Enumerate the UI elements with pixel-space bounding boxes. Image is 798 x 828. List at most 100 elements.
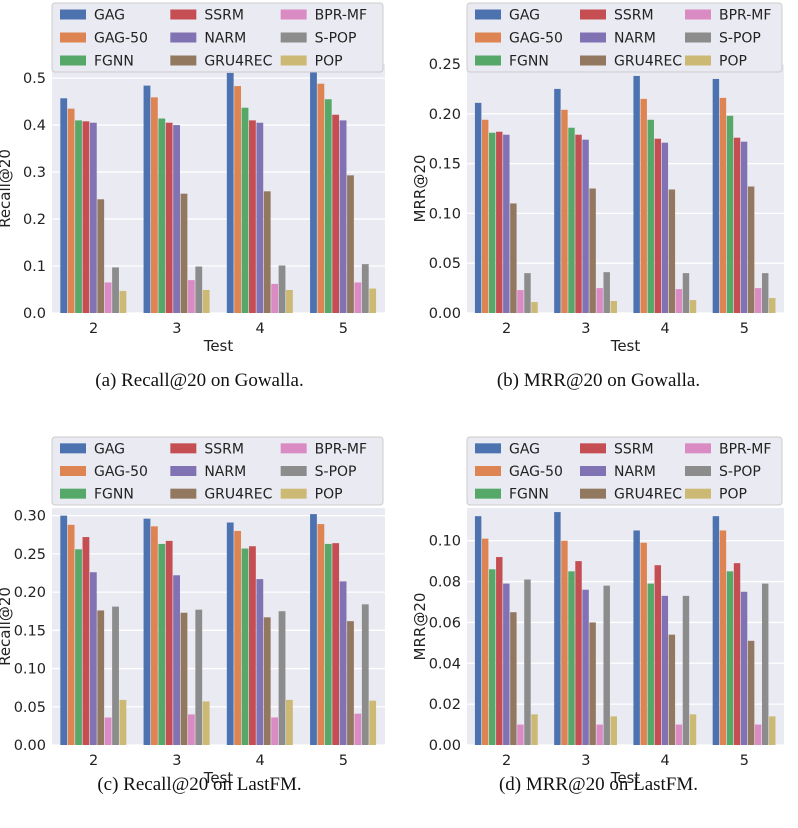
bar-gag-4 [633, 530, 640, 745]
bar-fgnn-5 [726, 571, 734, 745]
bar-pop-4 [689, 714, 697, 745]
y-axis-label: Recall@20 [0, 587, 14, 666]
legend [466, 2, 783, 73]
chart-mrr-gowalla: 0.00 0.05 0.10 0.15 0.20 0.25 2 3 4 5 Test MRR@20 GA… [411, 2, 784, 355]
panel-recall-gowalla: 0.0 0.1 0.2 0.3 0.4 0.5 2 3 4 5 Test Recall@20 GAG GA… [0, 0, 399, 414]
bar-gag-2 [60, 515, 68, 745]
legend-swatch-ssrm [580, 443, 606, 454]
y-tick-label: 0.0 [23, 306, 46, 322]
bar-bpr-mf-5 [354, 713, 362, 745]
bar-bpr-mf-4 [271, 717, 279, 745]
bar-gru4rec-5 [347, 175, 354, 313]
x-tick-label: 5 [339, 321, 348, 337]
legend-swatch-gag [475, 443, 501, 454]
bar-gru4rec-2 [97, 199, 105, 313]
bar-narm-2 [503, 583, 510, 745]
legend-label: NARM [614, 464, 656, 480]
bar-s-pop-3 [603, 585, 610, 745]
bar-ssrm-4 [249, 120, 256, 314]
bar-ssrm-4 [654, 565, 662, 745]
legend-label: SSRM [204, 8, 244, 24]
bar-gag-4 [226, 72, 234, 313]
legend-label: SSRM [204, 441, 244, 457]
bar-narm-5 [740, 591, 748, 745]
bar-ssrm-4 [249, 546, 256, 745]
bar-pop-3 [202, 701, 210, 745]
y-tick-label: 0.1 [23, 259, 46, 275]
bar-gag-2 [474, 516, 482, 745]
bar-pop-5 [369, 700, 377, 745]
x-tick-label: 4 [661, 321, 670, 337]
bar-ssrm-3 [165, 122, 173, 314]
bar-pop-4 [689, 300, 697, 313]
legend-swatch-s-pop [685, 32, 711, 43]
legend-swatch-pop [685, 55, 711, 66]
legend-swatch-gag [60, 443, 86, 454]
bar-bpr-mf-5 [354, 282, 362, 313]
panel-mrr-gowalla: 0.00 0.05 0.10 0.15 0.20 0.25 2 3 4 5 Test MRR@20 GA… [399, 0, 798, 414]
x-axis-label: Test [610, 337, 641, 355]
bar-bpr-mf-2 [104, 717, 112, 745]
y-tick-label: 0.10 [429, 534, 461, 550]
legend-label: BPR-MF [719, 8, 771, 24]
x-tick-label: 2 [502, 321, 511, 337]
bar-fgnn-2 [75, 549, 82, 745]
x-tick-label: 5 [740, 753, 749, 769]
bar-gag-50-5 [317, 83, 325, 313]
bar-bpr-mf-3 [596, 724, 603, 745]
bar-gru4rec-4 [263, 191, 271, 313]
panel-mrr-lastfm: 0.00 0.02 0.04 0.06 0.08 0.10 2 3 4 5 Test MRR@20 GA… [399, 414, 798, 828]
bar-gag-5 [310, 71, 317, 314]
bar-fgnn-4 [647, 119, 654, 313]
y-tick-label: 0.10 [14, 662, 46, 678]
bar-gru4rec-3 [180, 612, 188, 745]
bar-fgnn-5 [726, 115, 734, 314]
legend-swatch-bpr-mf [685, 9, 711, 20]
bar-gag-50-5 [317, 524, 325, 745]
x-tick-label: 2 [502, 753, 511, 769]
bar-pop-3 [202, 289, 210, 313]
bar-narm-5 [339, 120, 347, 314]
legend-swatch-pop [280, 55, 307, 66]
bar-s-pop-2 [112, 606, 119, 745]
bar-s-pop-5 [761, 583, 769, 745]
legend-swatch-gag-50 [60, 32, 86, 43]
x-tick-label: 3 [581, 753, 590, 769]
legend-swatch-bpr-mf [280, 443, 307, 454]
bar-gru4rec-3 [589, 188, 596, 313]
bar-narm-2 [89, 572, 97, 745]
bar-gag-50-4 [640, 542, 647, 745]
caption-recall-lastfm: (c) Recall@20 on LastFM. [97, 774, 302, 795]
bar-bpr-mf-3 [596, 288, 603, 313]
bar-gag-5 [712, 516, 720, 745]
bar-gag-3 [143, 518, 151, 745]
caption-recall-gowalla: (a) Recall@20 on Gowalla. [95, 370, 304, 391]
bar-narm-4 [661, 595, 669, 745]
bar-gru4rec-2 [97, 610, 105, 745]
legend-swatch-ssrm [170, 9, 197, 20]
legend-swatch-bpr-mf [685, 443, 711, 454]
legend-swatch-pop [280, 488, 307, 499]
legend-swatch-gru4rec [580, 55, 606, 66]
legend-swatch-fgnn [475, 488, 501, 499]
bar-fgnn-5 [324, 99, 332, 314]
bar-s-pop-3 [195, 609, 203, 745]
legend-swatch-fgnn [60, 488, 86, 499]
legend-label: NARM [204, 464, 246, 480]
legend-swatch-fgnn [475, 55, 501, 66]
bar-ssrm-5 [733, 137, 741, 313]
bar-narm-4 [256, 122, 264, 314]
y-tick-label: 0.20 [14, 585, 46, 601]
legend-label: POP [315, 54, 343, 70]
legend-label: GRU4REC [614, 487, 682, 503]
bar-fgnn-4 [647, 583, 654, 745]
y-tick-label: 0.15 [429, 157, 461, 173]
caption-mrr-lastfm: (d) MRR@20 on LastFM. [498, 774, 699, 795]
y-tick-label: 0.5 [23, 71, 46, 87]
y-tick-label: 0.02 [429, 697, 461, 713]
bar-ssrm-5 [332, 114, 340, 313]
y-tick-label: 0.25 [14, 547, 46, 563]
bar-fgnn-3 [158, 543, 166, 745]
y-tick-label: 0.04 [429, 656, 461, 672]
legend-swatch-gag-50 [475, 466, 501, 476]
